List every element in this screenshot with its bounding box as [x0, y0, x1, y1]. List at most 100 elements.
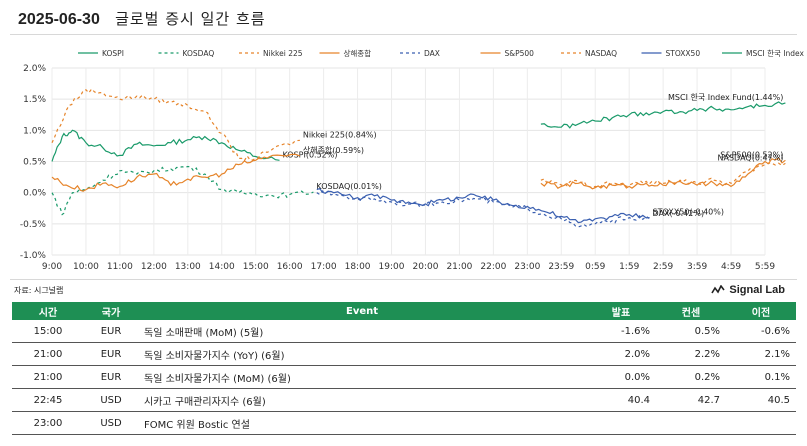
series-end-label: KOSDAQ(0.01%)	[316, 182, 382, 191]
cell-country: USD	[84, 388, 138, 412]
series-end-label: MSCI 한국 Index Fund(1.44%)	[668, 93, 783, 102]
series-end-label: S&P500(0.52%)	[720, 150, 783, 159]
report-title: 글로벌 증시 일간 흐름	[115, 10, 266, 28]
series-end-label: DAX(-0.42%)	[653, 209, 705, 218]
x-tick-label: 23:59	[548, 262, 574, 272]
legend-label: STOXX50	[666, 49, 701, 58]
table-row: 15:00 EUR 독일 소매판매 (MoM) (5월) -1.6% 0.5% …	[12, 320, 796, 343]
cell-previous	[726, 411, 796, 435]
series-line	[51, 129, 280, 162]
cell-event: 독일 소비자물가지수 (MoM) (6월)	[138, 365, 586, 389]
cell-time: 15:00	[12, 320, 84, 343]
cell-event: 독일 소비자물가지수 (YoY) (6월)	[138, 342, 586, 366]
x-tick-label: 21:00	[446, 262, 472, 272]
cell-time: 22:45	[12, 388, 84, 412]
chart-divider	[10, 279, 797, 280]
y-tick-label: 1.5%	[23, 95, 46, 105]
brand-name: Signal Lab	[729, 284, 785, 296]
header-event: Event	[138, 302, 586, 320]
x-tick-label: 3:59	[687, 262, 707, 272]
series-line	[540, 101, 786, 129]
series-line	[316, 187, 650, 224]
x-tick-label: 10:00	[73, 262, 99, 272]
series-end-label: 상해종합(0.59%)	[303, 145, 364, 155]
page-title: 2025-06-30 글로벌 증시 일간 흐름	[18, 8, 266, 29]
cell-previous: 0.1%	[726, 365, 796, 389]
cell-country: USD	[84, 411, 138, 435]
x-tick-label: 0:59	[585, 262, 605, 272]
cell-previous: 40.5	[726, 388, 796, 412]
cell-actual: 40.4	[586, 388, 656, 412]
cell-forecast: 0.2%	[656, 365, 726, 389]
top-divider	[10, 34, 797, 35]
legend-label: 상해종합	[344, 48, 372, 58]
x-tick-label: 19:00	[379, 262, 405, 272]
legend-label: NASDAQ	[585, 49, 617, 58]
series-line	[540, 162, 786, 189]
source-note: 자료: 시그널랩	[14, 286, 64, 295]
cell-actual: 0.0%	[586, 365, 656, 389]
cell-event: 시카고 구매관리자지수 (6월)	[138, 388, 586, 412]
x-tick-label: 22:00	[480, 262, 506, 272]
x-tick-label: 17:00	[311, 262, 337, 272]
cell-time: 21:00	[12, 365, 84, 389]
x-tick-label: 16:00	[277, 262, 303, 272]
cell-time: 23:00	[12, 411, 84, 435]
cell-time: 21:00	[12, 342, 84, 366]
y-tick-label: 0.5%	[23, 158, 46, 168]
header-time: 시간	[12, 302, 84, 320]
cell-country: EUR	[84, 365, 138, 389]
cell-previous: 2.1%	[726, 342, 796, 366]
cell-forecast	[656, 411, 726, 435]
legend-label: KOSDAQ	[183, 49, 215, 58]
x-tick-label: 2:59	[653, 262, 673, 272]
series-line	[51, 88, 300, 162]
legend-label: Nikkei 225	[263, 49, 303, 58]
brand-logo: Signal Lab	[711, 284, 785, 296]
legend-label: S&P500	[505, 49, 535, 58]
cell-actual: 2.0%	[586, 342, 656, 366]
table-row: 23:00 USD FOMC 위원 Bostic 연설	[12, 411, 796, 435]
x-tick-label: 4:59	[721, 262, 741, 272]
x-tick-label: 14:00	[209, 262, 235, 272]
series-end-label: Nikkei 225(0.84%)	[303, 130, 377, 139]
signal-wave-icon	[711, 285, 726, 294]
x-tick-label: 15:00	[243, 262, 269, 272]
table-header-row: 시간 국가 Event 발표 컨센 이전	[12, 302, 796, 320]
x-tick-label: 13:00	[175, 262, 201, 272]
cell-forecast: 42.7	[656, 388, 726, 412]
x-tick-label: 23:00	[514, 262, 540, 272]
series-line	[540, 157, 786, 190]
header-previous: 이전	[726, 302, 796, 320]
cell-event: FOMC 위원 Bostic 연설	[138, 411, 586, 435]
header-forecast: 컨센	[656, 302, 726, 320]
economic-calendar-table: 시간 국가 Event 발표 컨센 이전 15:00 EUR 독일 소매판매 (…	[12, 302, 796, 435]
series-line	[51, 153, 301, 192]
legend-label: MSCI 한국 Index Fund	[746, 49, 807, 58]
table-row: 21:00 EUR 독일 소비자물가지수 (YoY) (6월) 2.0% 2.2…	[12, 342, 796, 366]
x-tick-label: 5:59	[755, 262, 775, 272]
report-date: 2025-06-30	[18, 11, 100, 28]
cell-previous: -0.6%	[726, 320, 796, 343]
y-tick-label: 2.0%	[23, 64, 46, 74]
x-tick-label: 18:00	[345, 262, 371, 272]
table-row: 22:45 USD 시카고 구매관리자지수 (6월) 40.4 42.7 40.…	[12, 388, 796, 412]
header-country: 국가	[84, 302, 138, 320]
y-tick-label: 0.0%	[23, 189, 46, 199]
cell-actual: -1.6%	[586, 320, 656, 343]
series-end-label: NASDAQ(0.47%)	[718, 153, 784, 162]
cell-forecast: 0.5%	[656, 320, 726, 343]
y-tick-label: -0.5%	[20, 220, 47, 230]
legend-label: KOSPI	[102, 49, 124, 58]
x-tick-label: 11:00	[107, 262, 133, 272]
legend-label: DAX	[424, 49, 440, 58]
cell-actual	[586, 411, 656, 435]
header-actual: 발표	[586, 302, 656, 320]
series-end-label: STOXX50(-0.40%)	[653, 208, 724, 217]
cell-country: EUR	[84, 320, 138, 343]
y-tick-label: 1.0%	[23, 126, 46, 136]
x-tick-label: 1:59	[619, 262, 639, 272]
series-end-label: KOSPI(0.52%)	[282, 150, 337, 159]
x-tick-label: 12:00	[141, 262, 167, 272]
y-tick-label: -1.0%	[20, 251, 47, 261]
